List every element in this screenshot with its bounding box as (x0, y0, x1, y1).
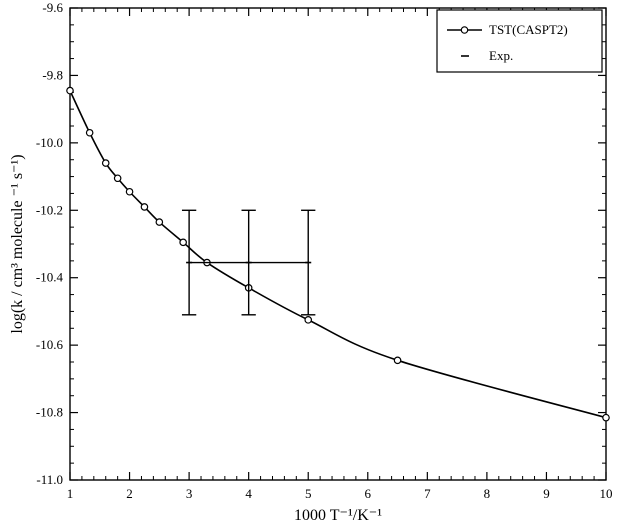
x-tick-label: 8 (484, 486, 491, 501)
y-tick-label: -10.4 (36, 270, 64, 285)
y-tick-label: -9.6 (42, 0, 63, 15)
x-axis-label: 1000 T⁻¹/K⁻¹ (294, 507, 382, 523)
y-tick-label: -10.2 (36, 202, 63, 217)
x-tick-label: 2 (126, 486, 133, 501)
y-tick-label: -10.6 (36, 337, 64, 352)
tst-marker (141, 204, 147, 210)
x-tick-label: 3 (186, 486, 193, 501)
x-tick-label: 1 (67, 486, 74, 501)
legend-exp-label: Exp. (489, 48, 513, 63)
arrhenius-plot-figure: 1 2 3 4 5 6 7 8 9 10 -11.0 -10.8 -10.6 -10.4 -10.2 -10.… (0, 0, 617, 523)
y-tick-label: -9.8 (42, 67, 63, 82)
tst-marker (603, 414, 609, 420)
tst-marker (86, 130, 92, 136)
tst-marker (67, 87, 73, 93)
tst-line (70, 91, 606, 418)
tst-marker (103, 160, 109, 166)
plot-border (70, 8, 606, 480)
y-tick-label: -10.8 (36, 405, 63, 420)
y-axis-label: log(k / cm³ molecule ⁻¹ s⁻¹) (9, 154, 26, 333)
legend-tst-label: TST(CASPT2) (489, 22, 568, 37)
x-tick-label: 9 (543, 486, 550, 501)
tst-marker (305, 317, 311, 323)
tst-marker (156, 219, 162, 225)
y-tick-label: -11.0 (36, 472, 63, 487)
x-tick-label: 7 (424, 486, 431, 501)
x-tick-label: 4 (245, 486, 252, 501)
legend-box (437, 10, 602, 72)
tst-marker (180, 239, 186, 245)
x-tick-label: 6 (365, 486, 372, 501)
chart-svg: 1 2 3 4 5 6 7 8 9 10 -11.0 -10.8 -10.6 -10.4 -10.2 -10.… (0, 0, 617, 523)
legend-tst-marker (461, 27, 467, 33)
y-tick-label: -10.0 (36, 135, 63, 150)
x-tick-label: 10 (600, 486, 613, 501)
tst-marker (394, 357, 400, 363)
tst-marker (126, 189, 132, 195)
x-tick-label: 5 (305, 486, 312, 501)
tst-marker (114, 175, 120, 181)
